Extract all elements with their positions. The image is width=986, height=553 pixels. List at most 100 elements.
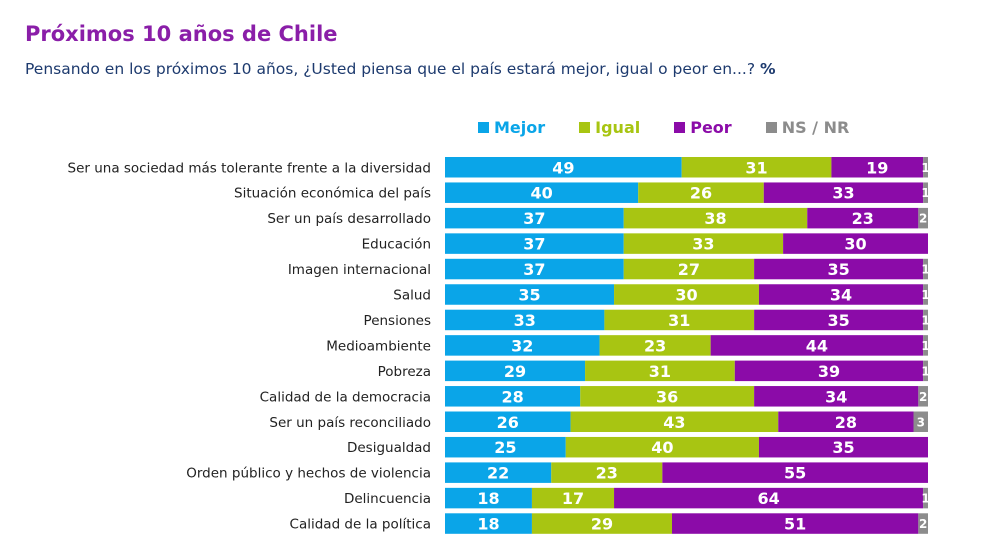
bar-segment-igual <box>551 462 663 483</box>
bar-group-row-13: Orden público y hechos de violencia 22 23 5… <box>186 462 928 483</box>
bar-segment-igual <box>614 284 759 305</box>
unit-label: % <box>760 60 776 78</box>
data-label-peor: 34 <box>825 387 847 406</box>
bar-segment-igual <box>580 386 755 407</box>
data-label-peor: 64 <box>757 489 779 508</box>
data-label-igual: 26 <box>690 184 712 203</box>
bar-segment-peor <box>778 411 914 432</box>
legend-label-nsnr: NS / NR <box>781 117 850 137</box>
bar-segment-igual <box>599 335 711 356</box>
legend-swatch-mejor <box>478 121 489 133</box>
data-label-igual: 38 <box>704 209 726 228</box>
data-label-mejor: 26 <box>497 413 519 432</box>
legend-item-peor: Peor <box>674 117 732 137</box>
bar-segment-mejor <box>445 386 581 407</box>
data-label-nsnr: 2 <box>919 212 927 226</box>
data-label-mejor: 25 <box>494 438 516 457</box>
bar-group-row-15: Calidad de la política 18 29 51 2 <box>290 513 928 534</box>
category-label: Ser un país reconciliado <box>269 415 431 431</box>
bar-segment-nsnr <box>923 284 928 305</box>
data-label-igual: 29 <box>591 515 613 534</box>
data-label-nsnr: 1 <box>921 313 929 327</box>
bar-segment-mejor <box>445 258 624 280</box>
data-label-peor: 34 <box>830 286 852 305</box>
data-label-mejor: 33 <box>514 311 536 330</box>
data-label-mejor: 18 <box>477 489 499 508</box>
legend-item-mejor: Mejor <box>478 118 545 137</box>
bar-segment-nsnr <box>923 335 928 356</box>
bar-group-row-12: Desigualdad 25 40 35 <box>347 436 928 458</box>
data-label-nsnr: 1 <box>921 186 929 200</box>
data-label-igual: 43 <box>663 413 685 432</box>
bar-segment-nsnr <box>923 360 928 382</box>
bar-segment-peor <box>754 386 919 407</box>
bar-segment-peor <box>831 157 924 178</box>
bar-segment-peor <box>662 462 928 483</box>
data-label-peor: 33 <box>832 184 854 203</box>
data-label-nsnr: 1 <box>921 161 929 175</box>
bar-segment-peor <box>783 233 928 254</box>
bar-segment-nsnr <box>923 258 928 280</box>
bar-segment-peor <box>754 258 924 280</box>
bar-segment-igual <box>604 309 755 331</box>
data-label-mejor: 18 <box>477 515 499 534</box>
bar-segment-mejor <box>445 335 600 356</box>
bar-segment-nsnr <box>923 487 928 509</box>
bar-segment-igual <box>623 207 808 229</box>
data-label-peor: 35 <box>828 260 850 279</box>
data-label-igual: 23 <box>644 336 666 355</box>
bar-segment-igual <box>570 411 779 432</box>
data-label-nsnr: 1 <box>921 263 929 277</box>
bar-segment-mejor <box>445 157 682 178</box>
bar-segment-nsnr <box>923 182 928 203</box>
bar-segment-igual <box>681 157 832 178</box>
bar-segment-igual <box>623 258 755 280</box>
chart-subtitle: Pensando en los próximos 10 años, ¿Usted… <box>25 60 776 78</box>
data-label-peor: 35 <box>832 438 854 457</box>
data-label-mejor: 35 <box>518 286 540 305</box>
bar-segment-mejor <box>445 309 605 331</box>
bar-segment-mejor <box>445 436 566 458</box>
bar-segment-mejor <box>445 233 624 254</box>
category-label: Situación económica del país <box>234 186 431 202</box>
bar-segment-igual <box>531 513 673 534</box>
category-label: Salud <box>393 288 431 304</box>
data-label-igual: 31 <box>668 311 690 330</box>
data-label-peor: 23 <box>852 209 874 228</box>
category-label: Educación <box>362 237 431 253</box>
bar-segment-igual <box>623 233 784 254</box>
legend-label-peor: Peor <box>690 117 732 137</box>
category-label: Desigualdad <box>347 440 431 456</box>
data-label-peor: 51 <box>784 515 806 534</box>
bar-group-row-1: Ser una sociedad más tolerante frente a … <box>68 157 930 178</box>
legend: Mejor Igual Peor NS / NR <box>478 117 849 137</box>
bar-group-row-9: Pobreza 29 31 39 1 <box>378 360 930 382</box>
data-label-igual: 33 <box>692 235 714 254</box>
bar-segment-nsnr <box>918 386 928 407</box>
bar-group-row-10: Calidad de la democracia 28 36 34 2 <box>260 386 928 407</box>
bar-segment-mejor <box>445 207 624 229</box>
data-label-mejor: 37 <box>523 235 545 254</box>
bar-group-row-8: Medioambiente 32 23 44 1 <box>326 335 930 356</box>
data-label-nsnr: 1 <box>921 492 929 506</box>
data-label-igual: 23 <box>596 464 618 483</box>
data-label-nsnr: 2 <box>919 517 927 531</box>
bar-segment-peor <box>614 487 924 509</box>
data-label-nsnr: 3 <box>917 415 925 429</box>
data-label-mejor: 40 <box>530 184 552 203</box>
data-label-mejor: 49 <box>552 158 574 177</box>
bar-group-row-3: Ser un país desarrollado 37 38 23 2 <box>267 207 928 229</box>
bar-segment-mejor <box>445 182 639 203</box>
data-label-peor: 44 <box>806 336 828 355</box>
category-label: Calidad de la política <box>290 517 431 533</box>
bar-group-row-14: Delincuencia 18 17 64 1 <box>344 487 930 509</box>
bar-segment-peor <box>763 182 924 203</box>
category-label: Orden público y hechos de violencia <box>186 466 431 482</box>
data-label-nsnr: 1 <box>921 364 929 378</box>
category-label: Pensiones <box>364 313 431 329</box>
data-label-mejor: 22 <box>487 464 509 483</box>
data-label-peor: 28 <box>835 413 857 432</box>
data-label-mejor: 28 <box>501 387 523 406</box>
bar-segment-igual <box>585 360 735 382</box>
